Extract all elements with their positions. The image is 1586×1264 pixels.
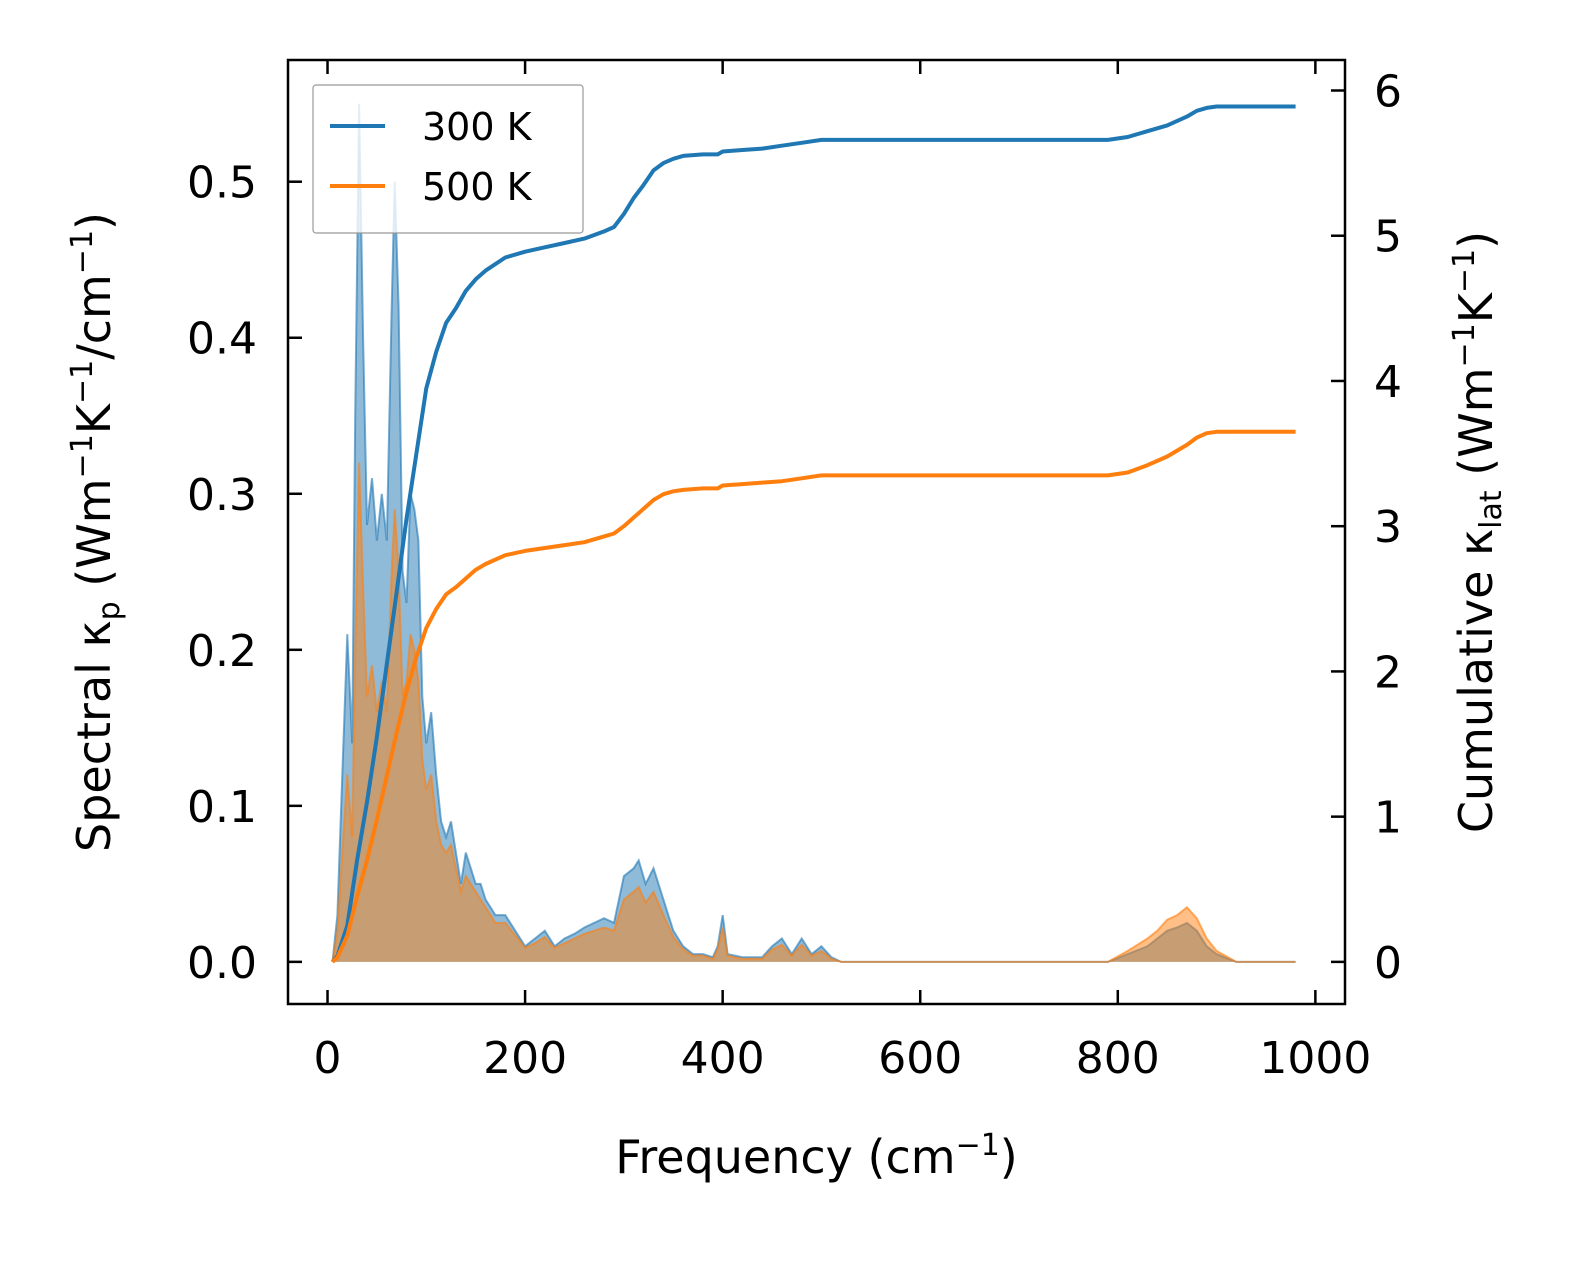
y-left-tick-label: 0.2 <box>187 626 257 677</box>
y-left-tick-label: 0.4 <box>187 314 257 365</box>
y-right-tick-label: 2 <box>1374 647 1402 698</box>
y-left-tick-label: 0.1 <box>187 782 257 833</box>
y-left-title-mid2: K <box>67 402 121 434</box>
y-left-title-sup1: −1 <box>65 434 100 478</box>
plot-frame <box>286 58 1347 1006</box>
y-left-title-tail: ) <box>67 212 121 230</box>
y-right-tick-label: 6 <box>1374 66 1402 117</box>
legend: 300 K 500 K <box>312 84 584 234</box>
y-right-title-sup2: −1 <box>1447 249 1482 293</box>
cumulative-line-500k <box>331 429 1296 964</box>
y-right-title-mid2: K <box>1449 291 1503 323</box>
data-lines <box>330 104 1296 964</box>
y-left-tick-label: 0.3 <box>187 470 257 521</box>
x-tick-label: 200 <box>483 1033 567 1084</box>
x-axis-title-text: Frequency (cm <box>615 1130 955 1184</box>
spectral-area-500k <box>332 462 1296 962</box>
y-left-title-mid1: (Wm <box>67 478 121 601</box>
legend-label-300k: 300 K <box>422 105 533 149</box>
y-right-title-mid1: (Wm <box>1449 367 1503 490</box>
y-right-title-pre: Cumulative κ <box>1449 529 1503 833</box>
x-tick-label: 800 <box>1076 1033 1160 1084</box>
y-left-title-sup3: −1 <box>65 230 100 274</box>
y-right-tick-label: 3 <box>1374 502 1402 553</box>
x-axis-title-tail: ) <box>1000 1130 1018 1184</box>
y-left-title-sup2: −1 <box>65 360 100 404</box>
y-right-tick-label: 4 <box>1374 357 1402 408</box>
spectral-line-500k <box>331 462 1296 963</box>
y-left-tick-label: 0.5 <box>187 158 257 209</box>
x-tick-label: 400 <box>681 1033 765 1084</box>
cumulative-line-300k <box>330 104 1296 964</box>
legend-label-500k: 500 K <box>422 165 533 209</box>
x-tick-label: 0 <box>314 1033 342 1084</box>
y-right-tick-label: 0 <box>1374 938 1402 989</box>
legend-box <box>312 84 584 234</box>
y-left-title-pre: Spectral κ <box>67 620 121 852</box>
y-right-tick-label: 5 <box>1374 212 1402 263</box>
y-left-axis-title: Spectral κp (Wm−1K−1/cm−1) <box>65 212 127 852</box>
y-right-title-sub: lat <box>1474 490 1509 529</box>
x-tick-label: 600 <box>878 1033 962 1084</box>
y-left-title-sub: p <box>92 601 127 620</box>
y-left-title-mid3: /cm <box>67 274 121 360</box>
y-right-axis-title: Cumulative κlat (Wm−1K−1) <box>1447 231 1509 833</box>
x-tick-label: 1000 <box>1259 1033 1371 1084</box>
y-right-title-sup1: −1 <box>1447 323 1482 367</box>
axis-ticks: 0 200 400 600 800 1000 0.0 0.1 0.2 0.3 0.4 0.5 0 1 2 3 4… <box>187 60 1402 1084</box>
plot-area <box>330 103 1296 964</box>
y-right-title-tail: ) <box>1449 231 1503 249</box>
y-left-tick-label: 0.0 <box>187 938 257 989</box>
y-right-tick-label: 1 <box>1374 793 1402 844</box>
x-axis-title: Frequency (cm−1) <box>615 1128 1018 1184</box>
x-axis-title-sup: −1 <box>956 1128 1000 1163</box>
